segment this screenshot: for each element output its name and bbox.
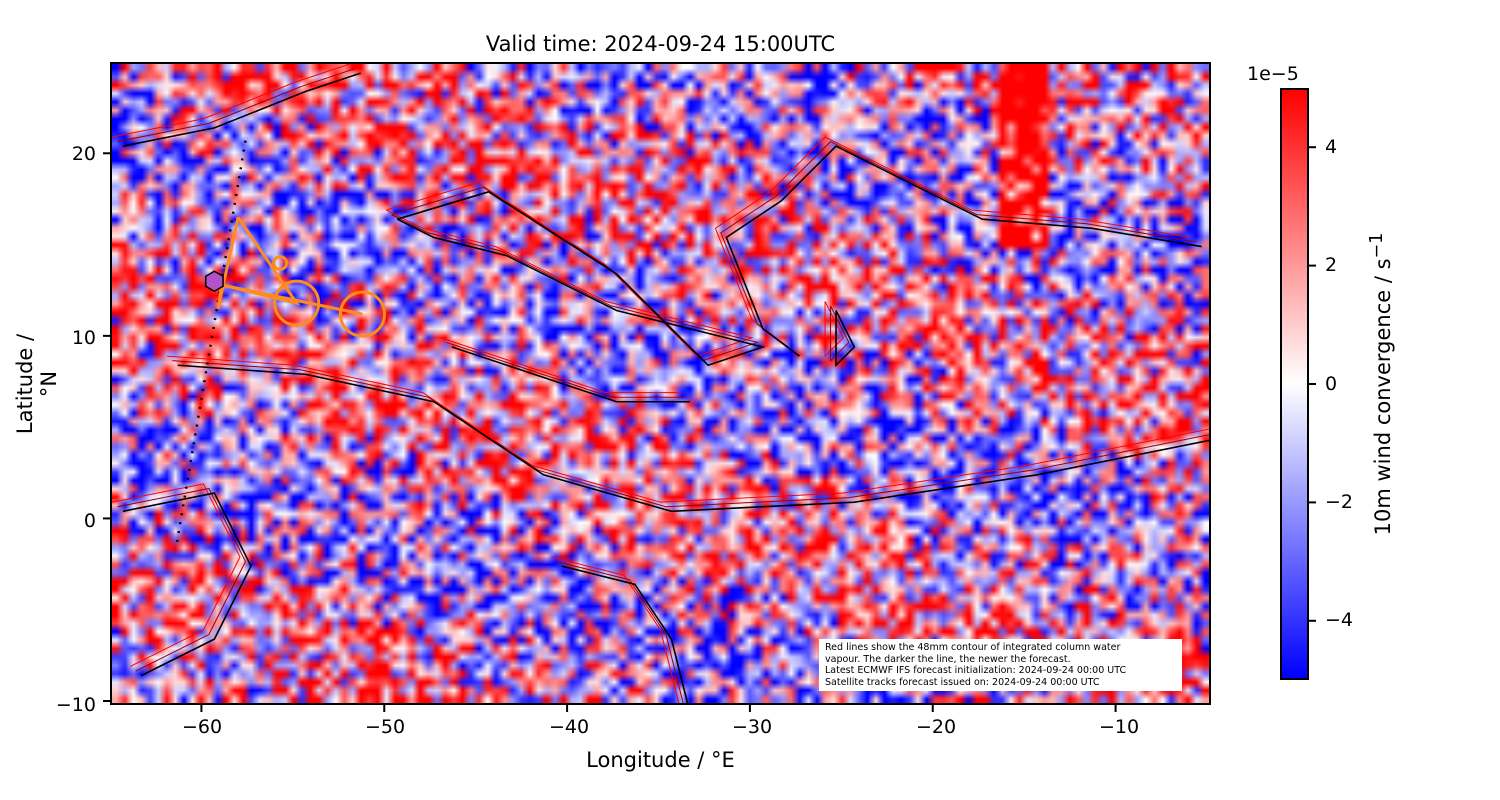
y-tick-label: 10: [71, 327, 96, 349]
x-tick-label: −10: [1098, 716, 1140, 738]
colorbar-exponent: 1e−5: [1247, 63, 1299, 85]
iwv-contour-line: [112, 64, 350, 138]
iwv-contour-line: [561, 565, 689, 703]
iwv-contour-line: [396, 190, 766, 367]
annotation-line: Latest ECMWF IFS forecast initialization…: [825, 665, 1127, 677]
iwv-contour-line: [830, 305, 850, 362]
iwv-contour-line: [172, 360, 1209, 508]
colorbar-tick-label: 0: [1325, 373, 1338, 395]
x-axis-label: Longitude / °E: [586, 748, 735, 772]
iwv-contour-line: [775, 140, 1197, 243]
y-tick-label: −10: [55, 694, 96, 716]
map-plot-area: [110, 62, 1211, 705]
x-tick-label: −60: [181, 716, 223, 738]
y-tick-label: 20: [71, 143, 96, 165]
track-circle: [338, 290, 387, 338]
iwv-contour-line: [835, 310, 856, 368]
iwv-contour-line: [166, 355, 1209, 503]
track-segment: [221, 283, 363, 316]
y-tick-label: 0: [83, 510, 96, 532]
iwv-contour-line: [550, 556, 680, 703]
iwv-contour-line: [117, 487, 247, 672]
iwv-contour-line: [440, 337, 679, 394]
track-circle: [273, 279, 321, 327]
x-tick-label: −20: [915, 716, 957, 738]
hexagon-marker: [204, 270, 224, 293]
convergence-heatmap: [112, 64, 1209, 703]
track-circle: [272, 255, 289, 271]
colorbar-tick-label: −2: [1325, 491, 1354, 513]
annotation-line: Satellite tracks forecast issued on: 202…: [825, 676, 1100, 688]
x-tick-label: −30: [731, 716, 773, 738]
satellite-ground-track: [174, 140, 247, 549]
iwv-contour-line: [446, 341, 685, 398]
iwv-contour-line: [177, 364, 1209, 513]
iwv-contour-line: [769, 136, 1191, 238]
map-overlay: [112, 64, 1209, 703]
iwv-contour-line: [556, 561, 684, 703]
iwv-contour-line: [122, 492, 252, 677]
annotation-box: Red lines show the 48mm contour of integ…: [819, 639, 1182, 692]
annotation-line: Red lines show the 48mm contour of integ…: [825, 642, 1121, 653]
iwv-contour-line: [780, 145, 1202, 248]
colorbar-tick-label: 2: [1325, 254, 1338, 276]
chart-title: Valid time: 2024-09-24 15:00UTC: [485, 32, 836, 56]
iwv-contour-line: [122, 72, 361, 147]
iwv-contour-line: [451, 346, 690, 403]
iwv-contour-line: [386, 182, 754, 357]
iwv-contour-line: [824, 301, 844, 358]
iwv-contour-line: [725, 200, 800, 357]
x-tick-label: −40: [548, 716, 590, 738]
iwv-contour-line: [112, 483, 241, 667]
x-tick-label: −50: [364, 716, 406, 738]
colorbar-tick-label: 4: [1325, 136, 1338, 158]
annotation-line: vapour. The darker the line, the newer t…: [825, 653, 1071, 665]
iwv-contour-line: [117, 68, 356, 143]
colorbar-tick-label: −4: [1325, 609, 1354, 631]
iwv-contour-line: [391, 186, 760, 362]
colorbar: [1280, 88, 1309, 680]
